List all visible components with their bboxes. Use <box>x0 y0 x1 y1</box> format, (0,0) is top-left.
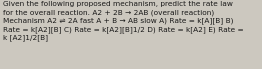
Text: Given the following proposed mechanism, predict the rate law
for the overall rea: Given the following proposed mechanism, … <box>3 1 243 41</box>
